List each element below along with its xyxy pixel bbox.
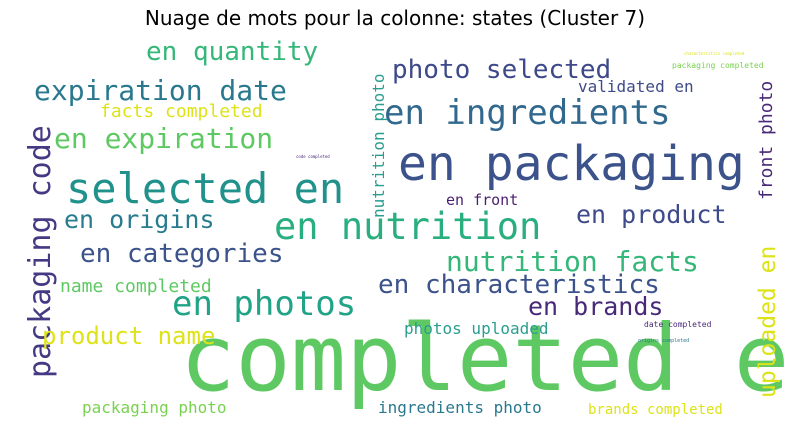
word-ingredients-photo: ingredients photo (378, 398, 542, 417)
word-selected-en: selected en (66, 164, 344, 213)
word-nutrition-facts: nutrition facts (446, 245, 699, 278)
word-en-front: en front (446, 191, 518, 209)
word-origins-completed: origins completed (638, 338, 689, 344)
word-en-ingredients: en ingredients (384, 93, 671, 133)
word-packaging-code: packaging code (23, 125, 58, 378)
word-en-origins: en origins (64, 205, 215, 234)
word-en-nutrition: en nutrition (274, 205, 541, 248)
word-date-completed: date completed (644, 320, 712, 329)
word-en-quantity: en quantity (146, 37, 318, 67)
word-en-brands: en brands (528, 292, 663, 321)
word-uploaded-en: uploaded en (755, 246, 781, 398)
word-packaging-photo: packaging photo (82, 398, 227, 417)
word-en-photos: en photos (172, 284, 356, 324)
word-front-photo: front photo (756, 81, 777, 200)
word-validated-en: validated en (578, 77, 694, 96)
word-en-packaging: en packaging (398, 136, 745, 192)
word-en-expiration: en expiration (54, 122, 273, 155)
word-en-categories: en categories (80, 239, 284, 269)
word-completed-en: completed en (180, 305, 790, 412)
word-en-product: en product (576, 200, 727, 229)
word-brands-completed: brands completed (588, 402, 723, 418)
word-product-name: product name (42, 322, 215, 350)
word-photos-uploaded: photos uploaded (404, 319, 549, 338)
chart-title: Nuage de mots pour la colonne: states (C… (144, 6, 646, 30)
word-characteristics-completed: characteristics completed (684, 51, 745, 56)
word-nutrition-photo: nutrition photo (369, 74, 388, 219)
word-expiration-date: expiration date (34, 74, 287, 107)
word-facts-completed: facts completed (100, 101, 263, 122)
word-packaging-completed: packaging completed (672, 61, 764, 70)
word-photo-selected: photo selected (392, 55, 611, 85)
word-name-completed: name completed (60, 276, 212, 297)
word-en-characteristics: en characteristics (378, 270, 660, 300)
word-code-completed: code completed (296, 154, 330, 159)
